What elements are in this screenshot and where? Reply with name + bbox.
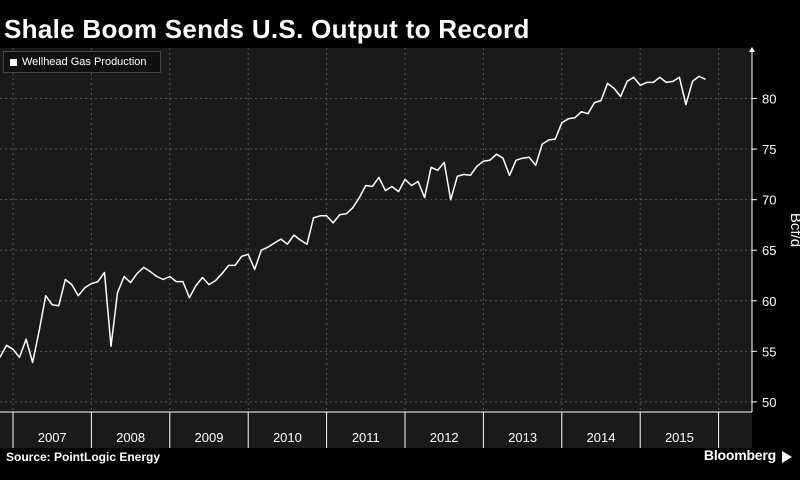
brand-arrow-icon: [782, 451, 792, 463]
y-axis-arrow: [749, 47, 755, 52]
y-tick-label: 65: [762, 243, 776, 258]
x-tick-label: 2014: [587, 430, 616, 445]
x-tick-label: 2010: [273, 430, 302, 445]
y-tick-label: 70: [762, 193, 776, 208]
series-line-wellhead-gas-production: [0, 75, 706, 364]
x-tick-label: 2011: [352, 430, 380, 445]
plot-background: [0, 48, 752, 412]
y-axis-label: Bcf/d: [787, 213, 800, 247]
x-tick-label: 2013: [508, 430, 537, 445]
x-tick-label: 2009: [195, 430, 224, 445]
x-tick-label: 2015: [665, 430, 694, 445]
x-tick-label: 2008: [116, 430, 145, 445]
x-tick-label: 2012: [430, 430, 459, 445]
y-tick-label: 60: [762, 294, 776, 309]
brand-logo: Bloomberg: [703, 447, 776, 463]
y-tick-label: 55: [762, 344, 776, 359]
y-tick-label: 75: [762, 142, 776, 157]
source-note: Source: PointLogic Energy: [6, 450, 161, 464]
y-tick-label: 80: [762, 92, 776, 107]
x-axis-band: [0, 412, 752, 448]
legend-swatch: [10, 59, 17, 66]
chart-title: Shale Boom Sends U.S. Output to Record: [4, 14, 530, 44]
legend: Wellhead Gas Production: [3, 51, 161, 73]
y-tick-label: 50: [762, 395, 776, 410]
x-tick-label: 2007: [38, 430, 67, 445]
legend-label: Wellhead Gas Production: [22, 56, 147, 68]
